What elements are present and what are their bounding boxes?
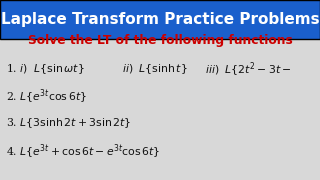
Text: $ii)\;$ $L\{\sinh t\}$: $ii)\;$ $L\{\sinh t\}$ <box>122 62 187 76</box>
Text: 2. $L\{e^{3t}\cos 6t\}$: 2. $L\{e^{3t}\cos 6t\}$ <box>6 87 87 105</box>
Text: 3. $L\{3\sinh 2t + 3\sin 2t\}$: 3. $L\{3\sinh 2t + 3\sin 2t\}$ <box>6 116 132 130</box>
Text: 4. $L\{e^{3t} + \cos 6t - e^{3t}\cos 6t\}$: 4. $L\{e^{3t} + \cos 6t - e^{3t}\cos 6t\… <box>6 143 161 161</box>
FancyBboxPatch shape <box>0 0 320 39</box>
Text: Laplace Transform Practice Problems: Laplace Transform Practice Problems <box>1 12 319 27</box>
Text: Solve the LT of the following functions: Solve the LT of the following functions <box>28 34 292 47</box>
Text: 1. $i)\;$ $L\{\sin \omega t\}$: 1. $i)\;$ $L\{\sin \omega t\}$ <box>6 62 85 76</box>
Text: $iii)\;$ $L\{2t^2 - 3t -$: $iii)\;$ $L\{2t^2 - 3t -$ <box>205 60 291 78</box>
